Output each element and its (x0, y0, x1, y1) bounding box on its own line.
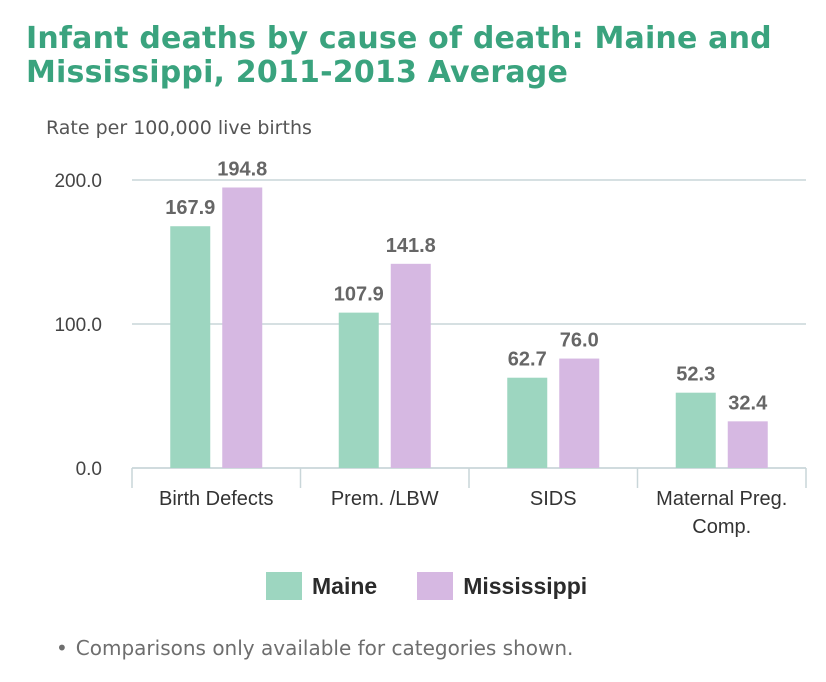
legend-swatch-maine (266, 572, 302, 600)
bar-mississippi (559, 358, 600, 468)
bar-mississippi (222, 187, 263, 468)
legend: Maine Mississippi (266, 572, 627, 600)
footnote: • Comparisons only available for categori… (56, 636, 573, 660)
data-label: 194.8 (217, 158, 267, 180)
bullet-icon: • (56, 636, 68, 660)
x-tick-label: Comp. (692, 516, 751, 538)
bar-mississippi (727, 421, 768, 468)
x-tick-label: Maternal Preg. (656, 488, 787, 510)
bar-maine (170, 226, 211, 468)
legend-label-maine: Maine (312, 572, 378, 599)
y-tick-label: 200.0 (54, 171, 102, 192)
y-tick-label: 0.0 (76, 459, 102, 480)
bar-maine (338, 312, 379, 468)
bar-maine (507, 377, 548, 468)
legend-label-mississippi: Mississippi (463, 572, 588, 599)
bar-chart: Rate per 100,000 live births 0.0 100.0 200.… (46, 117, 807, 538)
bar-mississippi (390, 263, 431, 468)
legend-item-mississippi[interactable]: Mississippi (417, 572, 587, 600)
data-label: 167.9 (165, 197, 215, 219)
footnote-text: Comparisons only available for categorie… (75, 636, 574, 660)
legend-swatch-mississippi (417, 572, 454, 600)
data-label: 62.7 (508, 349, 547, 371)
data-label: 52.3 (676, 364, 715, 386)
y-axis-label: Rate per 100,000 live births (46, 117, 312, 139)
bar-maine (675, 392, 716, 468)
legend-item-maine[interactable]: Maine (266, 572, 377, 600)
data-label: 76.0 (560, 330, 599, 352)
data-label: 141.8 (386, 235, 436, 257)
data-label: 32.4 (728, 392, 768, 414)
data-label: 107.9 (334, 284, 384, 306)
x-tick-label: SIDS (530, 488, 577, 510)
x-tick-label: Birth Defects (159, 488, 273, 510)
x-tick-label: Prem. /LBW (331, 488, 439, 510)
y-tick-label: 100.0 (54, 315, 102, 336)
chart-title: Infant deaths by cause of death: Maine a… (26, 21, 772, 90)
